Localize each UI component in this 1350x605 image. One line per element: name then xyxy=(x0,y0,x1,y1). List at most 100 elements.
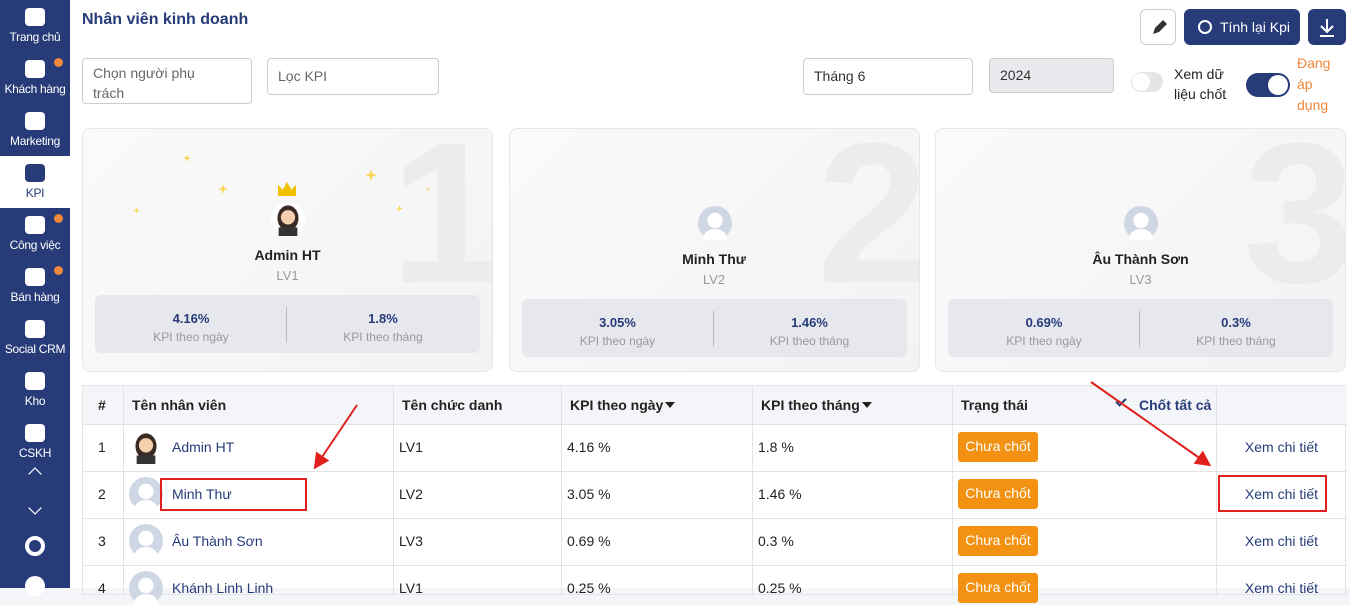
stats-box: 3.05% KPI theo ngày 1.46% KPI theo tháng xyxy=(521,299,907,357)
kpi-monthly: 1.8 % xyxy=(758,439,794,455)
kpi-select[interactable]: Lọc KPI xyxy=(267,58,439,95)
stats-box: 0.69% KPI theo ngày 0.3% KPI theo tháng xyxy=(948,299,1333,357)
stat-label: KPI theo ngày xyxy=(153,330,229,344)
notification-dot xyxy=(54,58,63,67)
rank-number: 2 xyxy=(817,128,920,325)
job-title: LV1 xyxy=(399,439,423,455)
column-header: Tên chức danh xyxy=(402,397,503,413)
podium-card: 2 Minh Thư LV2 3.05% KPI theo ngày 1.46% KPI t… xyxy=(508,128,920,372)
sparkle xyxy=(396,205,403,212)
status-badge[interactable]: Chưa chốt xyxy=(958,526,1038,556)
nav-label: CSKH xyxy=(18,446,52,460)
divider xyxy=(286,307,287,343)
row-divider xyxy=(83,518,1347,519)
sparkle xyxy=(133,207,140,214)
row-number: 3 xyxy=(98,533,106,549)
column-divider xyxy=(561,386,562,596)
stats-box: 4.16% KPI theo ngày 1.8% KPI theo tháng xyxy=(95,295,480,353)
status-badge[interactable]: Chưa chốt xyxy=(958,432,1038,462)
stat-label: KPI theo tháng xyxy=(769,334,850,348)
stat-value: 0.3% xyxy=(1221,315,1251,330)
employee-name[interactable]: Admin HT xyxy=(172,439,235,455)
sort-arrow[interactable] xyxy=(665,402,675,408)
table-header xyxy=(83,386,1347,424)
row-divider xyxy=(83,424,1347,425)
row-divider xyxy=(83,471,1347,472)
kpi-daily: 0.69 % xyxy=(567,533,611,549)
card-level: LV2 xyxy=(702,272,726,287)
nav-icon xyxy=(25,216,45,234)
sort-arrow[interactable] xyxy=(862,402,872,408)
nav-item[interactable]: Social CRM xyxy=(0,312,70,364)
sidebar: Trang chủ Khách hàng Marketing KPI Công việc… xyxy=(0,0,70,596)
stat-value: 1.8% xyxy=(368,311,398,326)
kpi-monthly: 1.46 % xyxy=(758,486,802,502)
recalc-button[interactable]: Tính lại Kpi xyxy=(1184,9,1300,45)
nav-item[interactable]: CSKH xyxy=(0,416,70,468)
stat-label: KPI theo tháng xyxy=(343,330,423,344)
detail-link[interactable]: Xem chi tiết xyxy=(1244,533,1319,549)
nav-item[interactable]: KPI xyxy=(0,156,70,208)
nav-item[interactable]: Trang chủ xyxy=(0,0,70,52)
support-icon[interactable] xyxy=(25,536,45,556)
settings-icon[interactable] xyxy=(25,576,45,596)
nav-label: KPI xyxy=(25,186,45,200)
year-input[interactable]: 2024 xyxy=(989,58,1114,93)
column-divider xyxy=(123,386,124,596)
employee-name[interactable]: Âu Thành Sơn xyxy=(172,533,263,549)
month-select[interactable]: Tháng 6 xyxy=(803,58,973,95)
annotations xyxy=(160,381,1327,512)
rank-number: 3 xyxy=(1243,128,1346,325)
nav-item[interactable]: Kho xyxy=(0,364,70,416)
stat-value: 0.69% xyxy=(1025,315,1063,330)
employee-name[interactable]: Minh Thư xyxy=(172,486,232,502)
avatar xyxy=(697,206,732,240)
download-button[interactable] xyxy=(1308,9,1346,45)
detail-link[interactable]: Xem chi tiết xyxy=(1244,439,1319,455)
lock-all[interactable]: Chốt tất cả xyxy=(1139,397,1212,413)
locked-toggle[interactable] xyxy=(1131,72,1163,92)
locked-label: Xem dữ liệu chốt xyxy=(1174,66,1227,102)
avatar xyxy=(129,430,163,464)
nav-label: Kho xyxy=(24,394,46,408)
nav-item[interactable]: Bán hàng xyxy=(0,260,70,312)
stat-value: 3.05% xyxy=(599,315,636,330)
detail-link[interactable]: Xem chi tiết xyxy=(1244,486,1319,502)
applying-toggle[interactable] xyxy=(1246,73,1290,97)
scroll-arrow[interactable] xyxy=(28,501,42,515)
sparkle xyxy=(183,154,191,162)
assignee-select[interactable]: Chọn người phụ trách xyxy=(82,58,252,104)
nav-item[interactable]: Công việc xyxy=(0,208,70,260)
nav-icon xyxy=(25,424,45,442)
month-value: Tháng 6 xyxy=(814,68,866,84)
nav-label: Social CRM xyxy=(4,342,66,356)
divider xyxy=(712,311,714,347)
job-title: LV2 xyxy=(399,486,423,502)
main: Nhân viên kinh doanh Tính lại Kpi Chọn n… xyxy=(70,0,1350,605)
column-divider xyxy=(393,386,394,596)
column-divider xyxy=(1216,386,1217,596)
divider xyxy=(1139,311,1140,347)
card-name: Âu Thành Sơn xyxy=(1092,251,1189,267)
nav-icon xyxy=(25,320,45,338)
card-level: LV3 xyxy=(1129,272,1152,287)
card-level: LV1 xyxy=(276,268,299,283)
job-title: LV3 xyxy=(399,533,423,549)
kpi-daily: 4.16 % xyxy=(567,439,611,455)
stat-label: KPI theo ngày xyxy=(579,334,656,348)
kpi-monthly: 0.3 % xyxy=(758,533,794,549)
card-name: Admin HT xyxy=(254,247,321,263)
column-header: # xyxy=(98,397,106,413)
status-badge[interactable]: Chưa chốt xyxy=(958,479,1038,509)
column-header: Trạng thái xyxy=(961,397,1028,413)
stat-value: 4.16% xyxy=(172,311,210,326)
podium-card: 3 Âu Thành Sơn LV3 0.69% KPI theo ngày 0.3% KP… xyxy=(935,128,1346,372)
edit-button[interactable] xyxy=(1140,9,1176,45)
scroll-arrow[interactable] xyxy=(28,467,42,481)
nav-label: Marketing xyxy=(10,134,60,148)
crown xyxy=(278,182,296,196)
nav-item[interactable]: Marketing xyxy=(0,104,70,156)
column-header: KPI theo tháng xyxy=(761,397,860,413)
nav-item[interactable]: Khách hàng xyxy=(0,52,70,104)
